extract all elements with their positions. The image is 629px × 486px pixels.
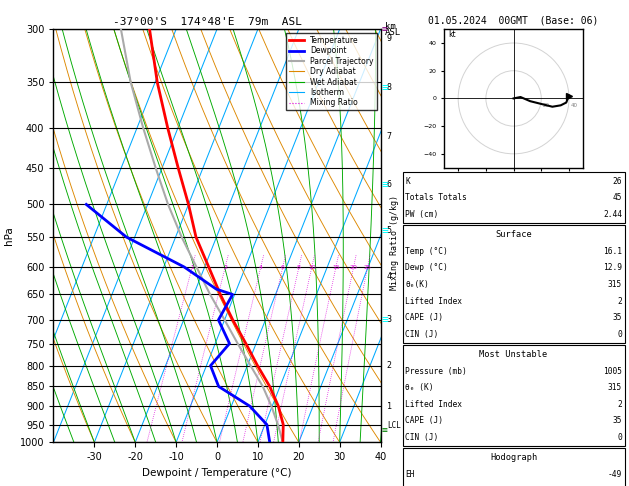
Text: 8: 8 xyxy=(387,84,392,92)
Text: LCL: LCL xyxy=(387,421,401,430)
Text: -37°00'S  174°48'E  79m  ASL: -37°00'S 174°48'E 79m ASL xyxy=(113,17,302,27)
Text: 15: 15 xyxy=(332,265,340,270)
Text: 4: 4 xyxy=(259,265,263,270)
Text: 2: 2 xyxy=(387,361,392,370)
Legend: Temperature, Dewpoint, Parcel Trajectory, Dry Adiabat, Wet Adiabat, Isotherm, Mi: Temperature, Dewpoint, Parcel Trajectory… xyxy=(286,33,377,110)
Text: 2: 2 xyxy=(617,296,622,306)
Text: 12.9: 12.9 xyxy=(603,263,622,273)
Text: ≡: ≡ xyxy=(382,226,389,236)
Text: 01.05.2024  00GMT  (Base: 06): 01.05.2024 00GMT (Base: 06) xyxy=(428,16,599,26)
X-axis label: Dewpoint / Temperature (°C): Dewpoint / Temperature (°C) xyxy=(142,468,292,478)
Text: -49: -49 xyxy=(608,469,622,479)
Text: © weatheronline.co.uk: © weatheronline.co.uk xyxy=(404,473,501,482)
Text: PW (cm): PW (cm) xyxy=(405,210,438,219)
Text: 6: 6 xyxy=(281,265,285,270)
Text: Totals Totals: Totals Totals xyxy=(405,193,467,203)
Text: 20: 20 xyxy=(350,265,357,270)
Text: K: K xyxy=(405,177,410,186)
Y-axis label: hPa: hPa xyxy=(4,226,14,245)
Text: 25: 25 xyxy=(364,265,372,270)
Text: 5: 5 xyxy=(387,226,392,235)
Text: 1: 1 xyxy=(387,401,392,411)
Text: ≡: ≡ xyxy=(382,83,389,93)
Text: 315: 315 xyxy=(608,280,622,289)
Text: 1005: 1005 xyxy=(603,366,622,376)
Text: 10: 10 xyxy=(308,265,316,270)
Text: θₑ(K): θₑ(K) xyxy=(405,280,429,289)
Text: CAPE (J): CAPE (J) xyxy=(405,416,443,425)
Text: 0: 0 xyxy=(617,330,622,339)
Text: Mixing Ratio (g/kg): Mixing Ratio (g/kg) xyxy=(390,195,399,291)
Text: 20: 20 xyxy=(543,103,550,107)
Text: ≡: ≡ xyxy=(382,24,387,34)
Text: 4: 4 xyxy=(387,272,392,280)
Text: 1: 1 xyxy=(190,265,194,270)
Text: CIN (J): CIN (J) xyxy=(405,433,438,442)
Text: EH: EH xyxy=(405,469,415,479)
Text: kt: kt xyxy=(448,31,456,39)
Text: Lifted Index: Lifted Index xyxy=(405,296,462,306)
Text: CAPE (J): CAPE (J) xyxy=(405,313,443,322)
Text: 40: 40 xyxy=(571,103,577,107)
Text: 9: 9 xyxy=(387,34,392,43)
Text: 2: 2 xyxy=(617,399,622,409)
Text: km: km xyxy=(385,22,396,31)
Text: Temp (°C): Temp (°C) xyxy=(405,247,448,256)
Text: ≡: ≡ xyxy=(382,180,389,190)
Text: 2: 2 xyxy=(223,265,227,270)
Text: θₑ (K): θₑ (K) xyxy=(405,383,433,392)
Text: 26: 26 xyxy=(613,177,622,186)
Text: 8: 8 xyxy=(297,265,301,270)
Text: 6: 6 xyxy=(387,180,392,189)
Text: Surface: Surface xyxy=(495,230,532,240)
Text: ASL: ASL xyxy=(385,28,401,37)
Text: 35: 35 xyxy=(613,416,622,425)
Text: Dewp (°C): Dewp (°C) xyxy=(405,263,448,273)
Text: CIN (J): CIN (J) xyxy=(405,330,438,339)
Text: ≡: ≡ xyxy=(382,425,387,435)
Text: Pressure (mb): Pressure (mb) xyxy=(405,366,467,376)
Text: 45: 45 xyxy=(613,193,622,203)
Text: 35: 35 xyxy=(613,313,622,322)
Text: 16.1: 16.1 xyxy=(603,247,622,256)
Text: 3: 3 xyxy=(387,315,392,324)
Text: 0: 0 xyxy=(617,433,622,442)
Text: 7: 7 xyxy=(387,132,392,141)
Text: Lifted Index: Lifted Index xyxy=(405,399,462,409)
Text: 315: 315 xyxy=(608,383,622,392)
Text: Hodograph: Hodograph xyxy=(490,453,537,462)
Text: 2.44: 2.44 xyxy=(603,210,622,219)
Text: Most Unstable: Most Unstable xyxy=(479,350,548,359)
Text: ≡: ≡ xyxy=(382,315,389,325)
